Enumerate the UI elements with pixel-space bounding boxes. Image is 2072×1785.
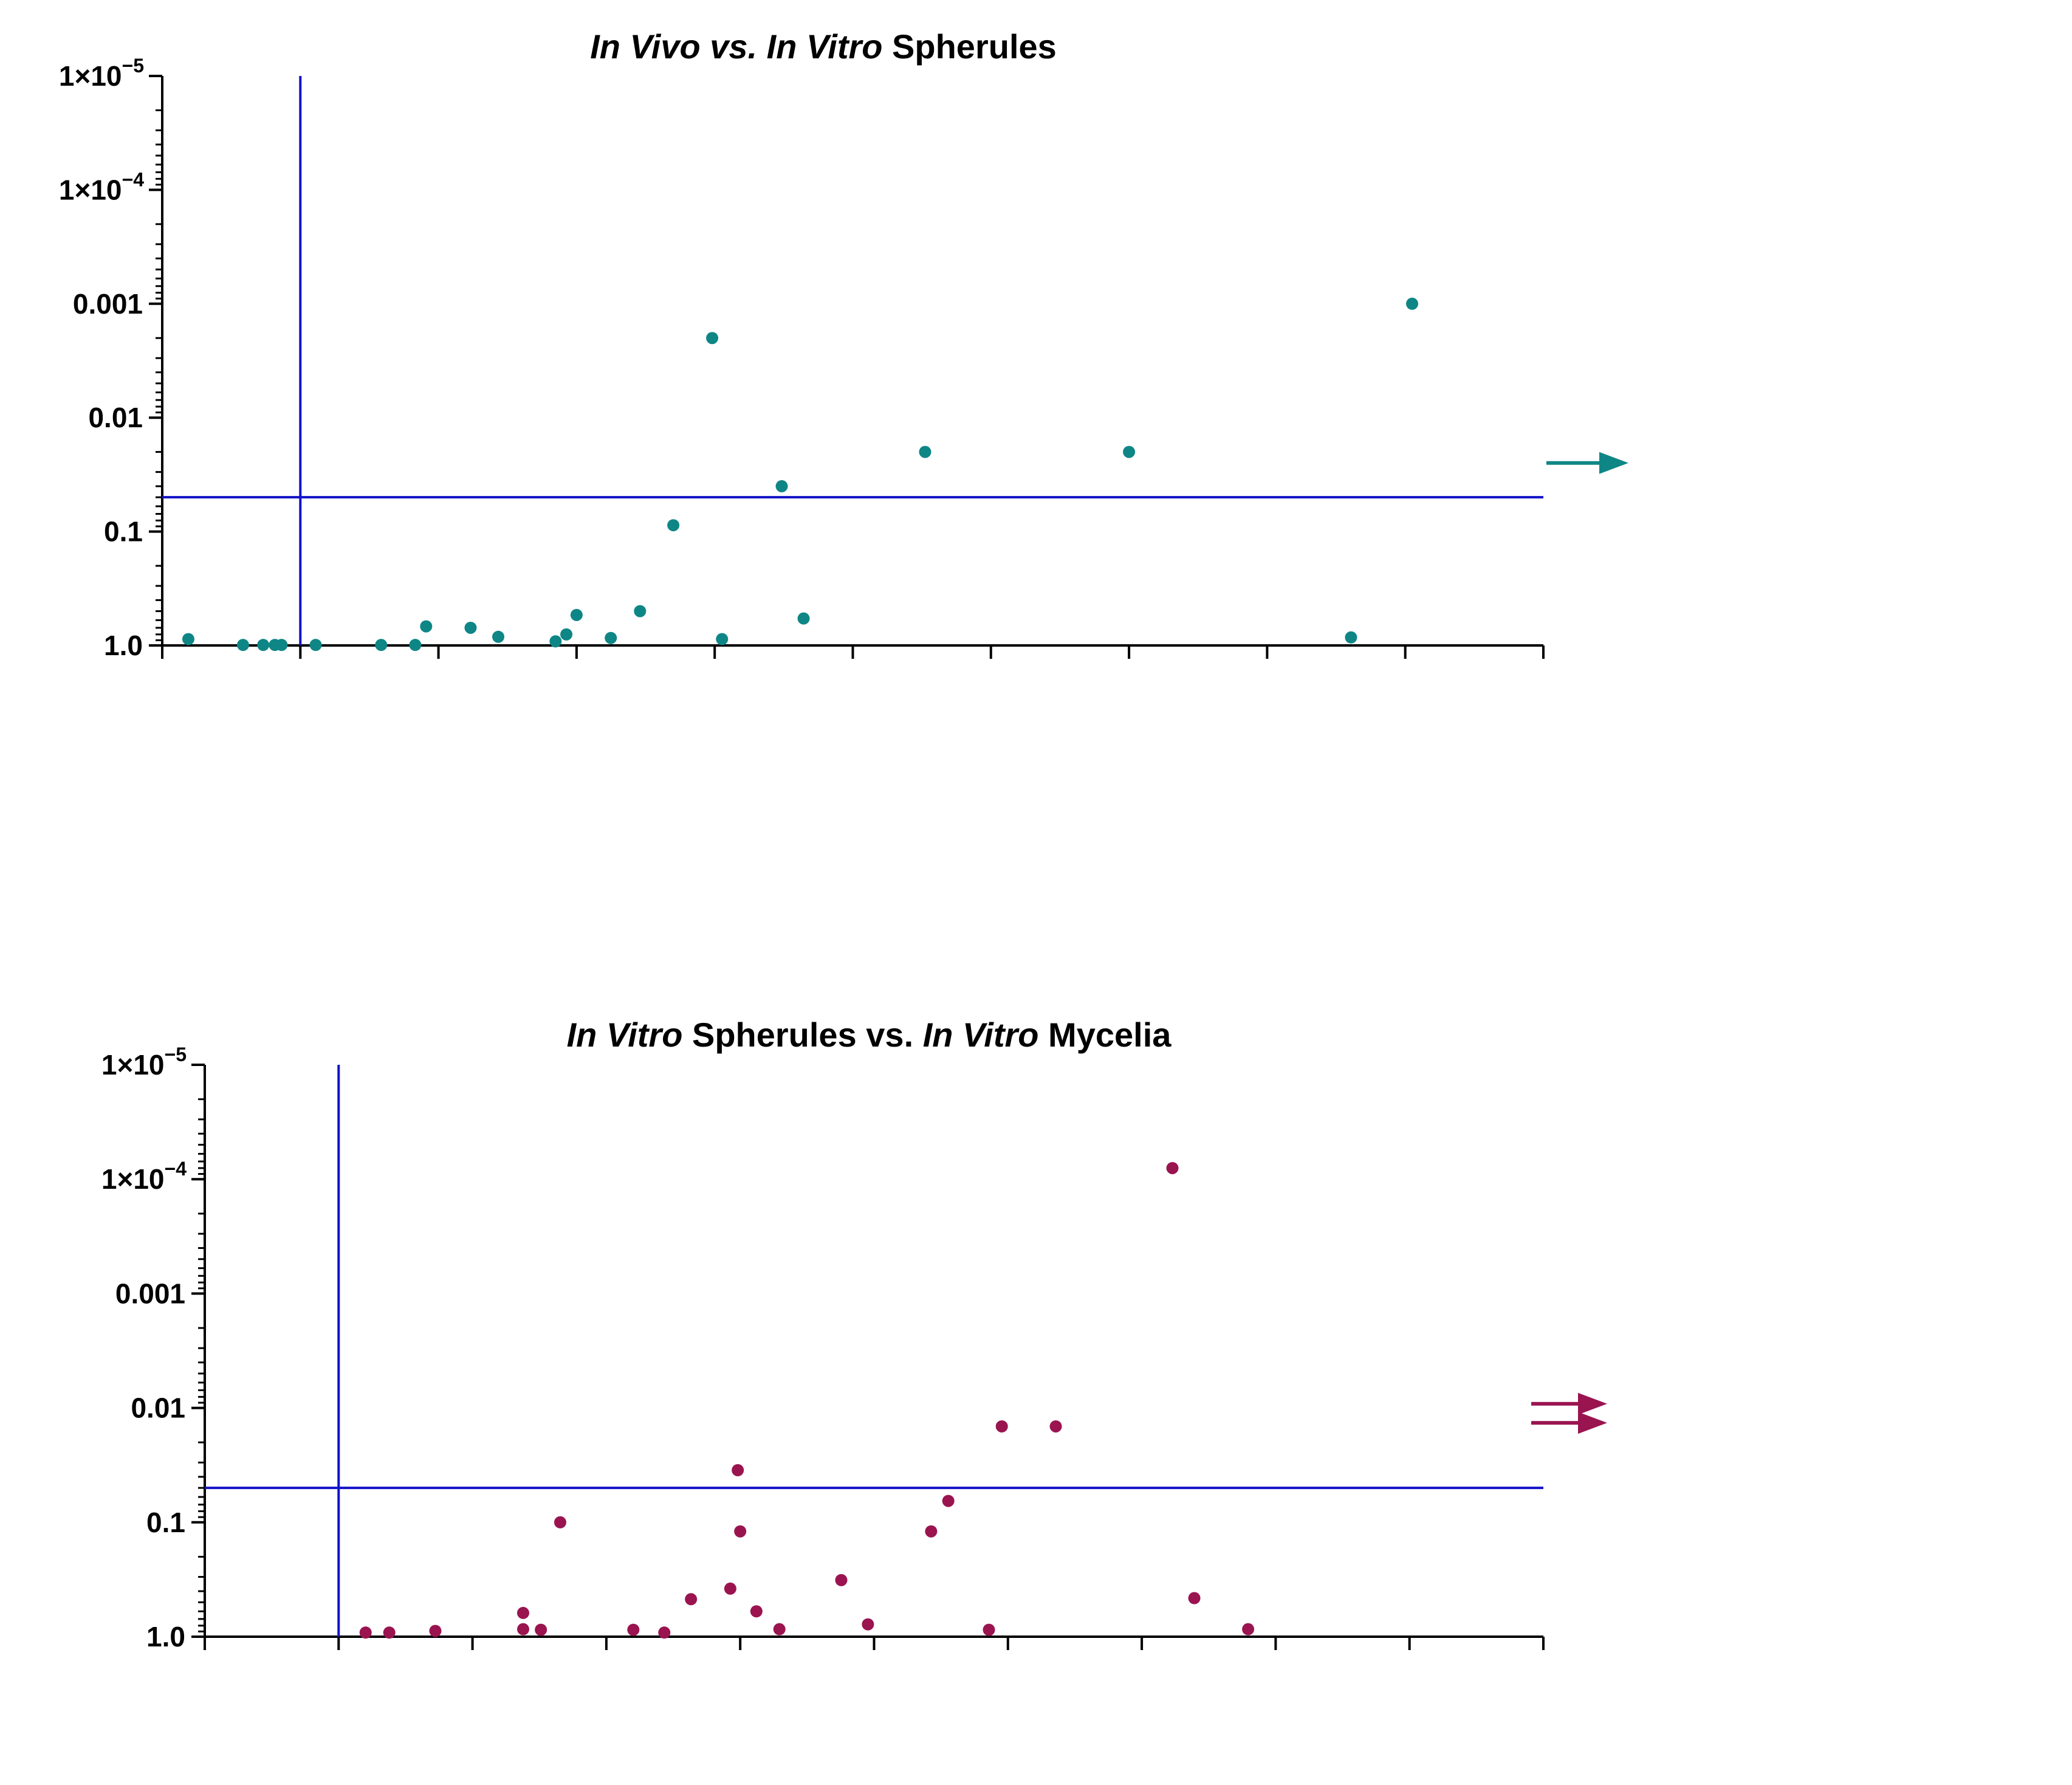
data-point [492, 630, 505, 643]
title-segment: Spherules vs. [682, 1016, 922, 1054]
data-point [925, 1525, 938, 1538]
data-point [409, 639, 422, 652]
data-point [182, 633, 194, 645]
data-point [429, 1625, 442, 1637]
y-tick-label: 0.1 [104, 516, 143, 548]
data-point [942, 1494, 955, 1507]
data-point [734, 1525, 747, 1538]
y-tick-label: 1.0 [104, 630, 143, 661]
y-tick-label: 1×10−4 [59, 168, 144, 205]
data-point [375, 639, 388, 652]
data-point [535, 1623, 547, 1636]
data-point [667, 519, 680, 532]
data-point [627, 1623, 640, 1636]
data-point [775, 480, 788, 493]
y-tick-base: 1×10 [101, 1049, 165, 1081]
y-tick-exponent: −5 [122, 55, 144, 77]
title-segment: Spherules [882, 27, 1056, 66]
y-tick-label: 1×10−5 [59, 55, 144, 92]
y-tick-base: 0.001 [73, 288, 143, 320]
data-point [919, 445, 931, 458]
data-point [724, 1582, 736, 1595]
data-point [1242, 1623, 1255, 1635]
title-segment: In Vitro [767, 27, 883, 66]
y-tick-base: 0.01 [131, 1392, 185, 1424]
offscale-arrow-head [1599, 452, 1628, 474]
y-tick-label: 0.001 [115, 1278, 185, 1309]
data-point [634, 605, 647, 617]
data-point [995, 1420, 1008, 1432]
data-point [560, 628, 573, 641]
data-point [797, 612, 810, 625]
y-tick-base: 0.1 [146, 1507, 185, 1538]
title-segment: Mycelia [1039, 1016, 1172, 1054]
chart-title: In Vitro Spherules vs. In Vitro Mycelia [567, 1016, 1172, 1054]
y-tick-label: 0.1 [146, 1507, 185, 1538]
data-point [516, 1623, 529, 1635]
y-tick-base: 1.0 [146, 1621, 185, 1653]
data-point [706, 332, 719, 345]
data-point [309, 639, 322, 652]
title-segment: In Vitro [567, 1016, 683, 1054]
data-point [464, 621, 477, 634]
y-tick-label: 0.01 [88, 402, 143, 433]
y-tick-base: 1.0 [104, 630, 143, 661]
y-tick-exponent: −5 [165, 1044, 187, 1065]
data-point [605, 631, 617, 644]
data-point [257, 639, 270, 652]
offscale-arrow-head [1578, 1392, 1607, 1415]
data-point [685, 1593, 698, 1606]
y-tick-exponent: −4 [165, 1158, 187, 1180]
y-tick-base: 1×10 [59, 174, 122, 205]
y-tick-base: 1×10 [101, 1163, 165, 1195]
title-segment: In Vivo [590, 27, 701, 66]
data-point [732, 1463, 744, 1476]
data-point [570, 608, 583, 621]
y-tick-label: 0.001 [73, 288, 143, 320]
data-point [983, 1623, 995, 1636]
y-tick-base: 0.001 [115, 1278, 185, 1309]
y-tick-label: 0.01 [131, 1392, 185, 1424]
data-point [1345, 631, 1357, 644]
data-point [516, 1606, 529, 1619]
offscale-arrow-head [1578, 1412, 1607, 1434]
y-tick-base: 1×10 [59, 60, 122, 92]
y-tick-base: 0.1 [104, 516, 143, 548]
y-tick-label: 1×10−4 [101, 1158, 187, 1195]
data-point [1049, 1420, 1062, 1432]
data-point [236, 639, 249, 652]
data-point [835, 1573, 848, 1586]
panel-b: In Vitro Spherules vs. In Vitro Mycelia 1… [101, 1016, 1607, 1653]
data-point [862, 1618, 874, 1631]
chart-title: In Vivo vs. In Vitro Spherules [590, 27, 1057, 66]
data-point [1406, 297, 1419, 310]
y-tick-label: 1×10−5 [101, 1044, 187, 1081]
data-point [420, 620, 433, 633]
y-tick-exponent: −4 [122, 168, 145, 190]
data-point [383, 1626, 396, 1639]
data-point [549, 635, 562, 648]
panel-a: In Vivo vs. In Vitro Spherules1×10−51×10… [59, 27, 1628, 661]
data-point [359, 1626, 372, 1639]
data-point [750, 1605, 763, 1618]
data-point [1123, 445, 1136, 458]
data-point [773, 1623, 786, 1635]
data-point [716, 633, 729, 645]
data-point [1188, 1592, 1201, 1604]
y-tick-base: 0.01 [88, 402, 143, 433]
y-tick-label: 1.0 [146, 1621, 185, 1653]
data-point [554, 1516, 566, 1529]
data-point [1166, 1161, 1179, 1174]
data-point [658, 1626, 671, 1639]
data-point [275, 639, 288, 652]
title-segment: In Vitro [923, 1016, 1039, 1054]
title-segment: vs. [701, 27, 767, 66]
